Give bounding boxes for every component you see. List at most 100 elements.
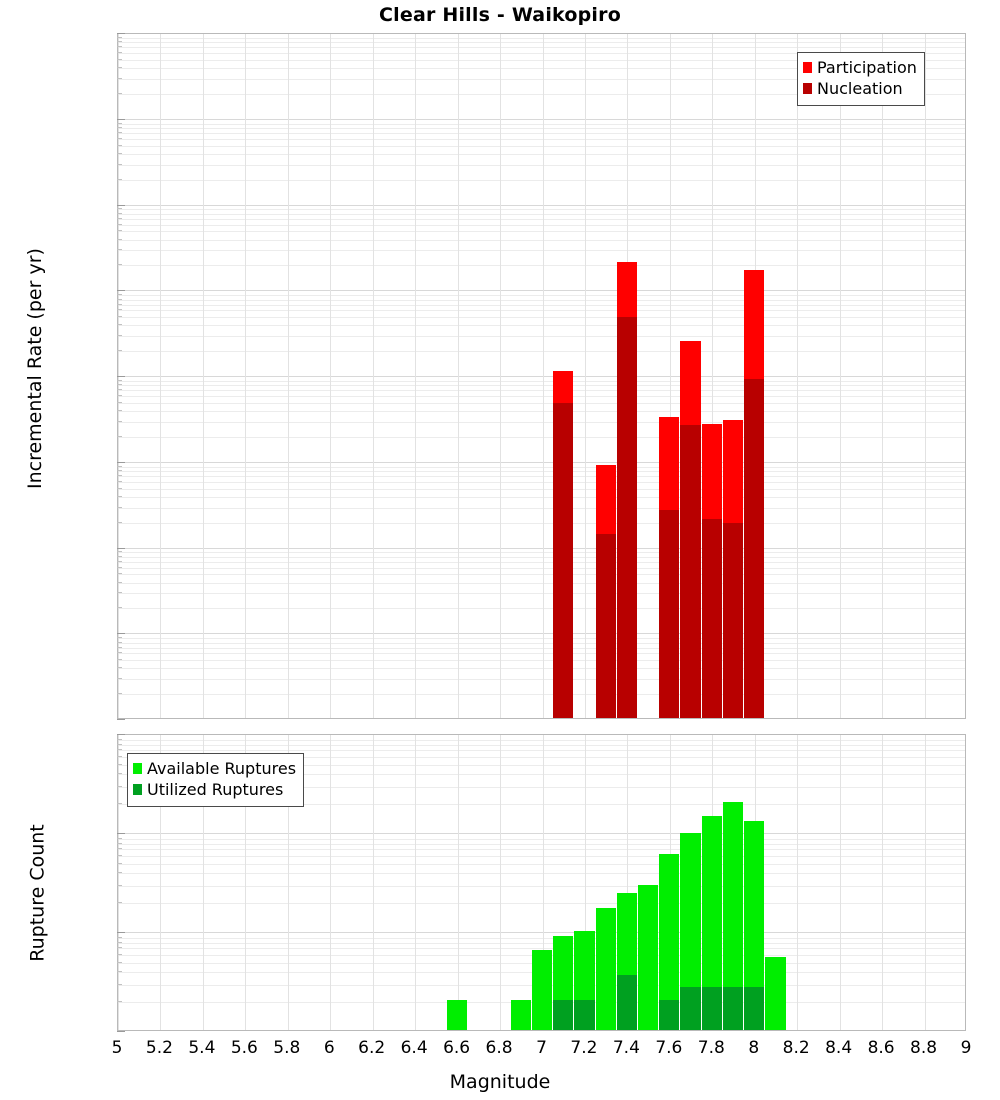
y-tick-mark-minor <box>117 693 122 694</box>
y-tick-mark-minor <box>117 773 122 774</box>
y-tick-mark-minor <box>117 582 122 583</box>
gridline-vertical <box>330 34 331 718</box>
legend-item-nucleation: Nucleation <box>803 78 917 99</box>
y-tick-mark-minor <box>117 659 122 660</box>
available-ruptures-swatch <box>133 763 142 774</box>
y-tick-mark-minor <box>117 678 122 679</box>
y-tick-mark-minor <box>117 410 122 411</box>
x-tick-label: 7.6 <box>655 1038 682 1058</box>
y-tick-mark-minor <box>117 335 122 336</box>
bar-segment-util <box>617 975 637 1030</box>
y-tick-mark-minor <box>117 213 122 214</box>
x-tick-label: 5.8 <box>273 1038 300 1058</box>
bar-group <box>511 734 531 1030</box>
y-tick-mark-minor <box>117 496 122 497</box>
y-tick-mark-minor <box>117 46 122 47</box>
y-tick-mark <box>117 462 125 463</box>
bar-group <box>765 734 785 1030</box>
bar-group <box>744 734 764 1030</box>
y-tick-mark-minor <box>117 402 122 403</box>
x-tick-label: 7 <box>536 1038 547 1058</box>
y-tick-mark-minor <box>117 937 122 938</box>
legend-item-participation: Participation <box>803 57 917 78</box>
y-tick-mark-minor <box>117 436 122 437</box>
y-tick-mark-minor <box>117 324 122 325</box>
y-tick-mark <box>117 119 125 120</box>
y-tick-mark <box>117 833 125 834</box>
y-tick-mark-minor <box>117 123 122 124</box>
x-tick-label: 9 <box>961 1038 972 1058</box>
legend-label-nucleation: Nucleation <box>817 78 903 99</box>
gridline-vertical <box>415 34 416 718</box>
x-tick-label: 7.8 <box>698 1038 725 1058</box>
y-tick-mark-minor <box>117 843 122 844</box>
x-tick-label: 5.6 <box>231 1038 258 1058</box>
y-tick-mark-minor <box>117 67 122 68</box>
bar-segment-util <box>659 1000 679 1030</box>
bar-group <box>617 734 637 1030</box>
y-tick-mark-minor <box>117 885 122 886</box>
gridline-vertical <box>500 34 501 718</box>
x-tick-label: 6.6 <box>443 1038 470 1058</box>
y-tick-mark-minor <box>117 637 122 638</box>
bar-group <box>680 33 700 718</box>
y-tick-mark <box>117 33 125 34</box>
bar-group <box>596 734 616 1030</box>
gridline-vertical <box>373 735 374 1030</box>
x-tick-label: 6.4 <box>401 1038 428 1058</box>
y-tick-mark-minor <box>117 522 122 523</box>
y-tick-mark-minor <box>117 756 122 757</box>
y-tick-mark-minor <box>117 971 122 972</box>
gridline-vertical <box>373 34 374 718</box>
y-tick-mark-minor <box>117 739 122 740</box>
y-tick-mark-minor <box>117 41 122 42</box>
y-tick-mark-minor <box>117 384 122 385</box>
y-tick-mark-minor <box>117 667 122 668</box>
bar-segment-nucl <box>553 403 573 718</box>
y-tick-mark-minor <box>117 561 122 562</box>
gridline-vertical <box>840 34 841 718</box>
bar-segment-avail <box>638 885 658 1030</box>
y-tick-mark-minor <box>117 470 122 471</box>
y-tick-mark-minor <box>117 592 122 593</box>
y-tick-mark <box>117 376 125 377</box>
y-tick-mark-minor <box>117 607 122 608</box>
bar-segment-nucl <box>596 534 616 718</box>
y-tick-mark-minor <box>117 218 122 219</box>
y-tick-mark-minor <box>117 93 122 94</box>
participation-swatch <box>803 62 812 73</box>
gridline-vertical <box>288 34 289 718</box>
gridline-vertical <box>500 735 501 1030</box>
y-tick-mark-minor <box>117 786 122 787</box>
y-tick-mark-minor <box>117 230 122 231</box>
y-tick-mark-minor <box>117 652 122 653</box>
bar-group <box>702 734 722 1030</box>
y-tick-mark-minor <box>117 208 122 209</box>
y-tick-mark-minor <box>117 153 122 154</box>
bar-segment-nucl <box>659 510 679 718</box>
gridline-vertical <box>415 735 416 1030</box>
bar-segment-util <box>574 1000 594 1030</box>
y-tick-mark-minor <box>117 389 122 390</box>
y-tick-mark-minor <box>117 962 122 963</box>
y-tick-mark-minor <box>117 647 122 648</box>
x-tick-label: 7.2 <box>570 1038 597 1058</box>
y-tick-mark-minor <box>117 52 122 53</box>
y-tick-mark-minor <box>117 488 122 489</box>
y-tick-mark-minor <box>117 421 122 422</box>
gridline-vertical <box>925 34 926 718</box>
y-tick-mark-minor <box>117 744 122 745</box>
y-tick-mark-minor <box>117 942 122 943</box>
y-tick-mark-minor <box>117 902 122 903</box>
figure-root: Clear Hills - Waikopiro Incremental Rate… <box>0 0 1000 1100</box>
y-tick-mark <box>117 1031 125 1032</box>
y-tick-mark-minor <box>117 304 122 305</box>
x-tick-label: 8.8 <box>910 1038 937 1058</box>
legend-incremental-rate: Participation Nucleation <box>797 52 925 106</box>
y-tick-mark-minor <box>117 138 122 139</box>
bar-group <box>723 33 743 718</box>
bar-segment-avail <box>511 1000 531 1030</box>
y-tick-mark-minor <box>117 350 122 351</box>
y-tick-mark <box>117 932 125 933</box>
gridline-vertical <box>797 735 798 1030</box>
